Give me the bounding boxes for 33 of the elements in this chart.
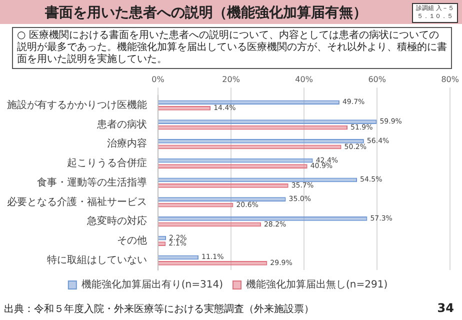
y-tick-label: 食事・運動等の生活指導 (37, 176, 147, 188)
text: 34 (437, 301, 454, 315)
y-tick-label: 急変時の対応 (86, 215, 147, 228)
text: ○ 医療機関における書面を用いた患者への説明について、内容としては患者の病状についての説明が最多であった。機能強化加算を届出している医療機関の方が、それ以外より、積極的に書面を用いた説明を実施していた。 (12, 27, 452, 69)
y-tick-label: 起こりうる合併症 (67, 157, 147, 170)
x-tick-label: 0% (152, 74, 165, 84)
bar (158, 178, 357, 182)
x-tick-label: 80% (441, 74, 460, 84)
x-tick-label: 20% (222, 74, 240, 84)
y-tick-label: 必要となる介護・福祉サービス (7, 196, 147, 208)
legend-label: 機能強化加算届出有り(n=314) (81, 278, 224, 291)
source-note: 出典：令和５年度入院・外来医療等における実態調査（外来施設票） (4, 302, 314, 316)
bar (158, 255, 199, 260)
x-tick-label: 60% (368, 74, 386, 84)
bar (158, 202, 234, 208)
y-tick-label: 治療内容 (107, 138, 147, 150)
bar (158, 164, 308, 169)
bar (158, 261, 268, 266)
y-tick-label: 特に取組はしていない (47, 254, 147, 266)
bar (158, 125, 348, 130)
chart-title: 書面を用いた患者への説明（機能強化加算届有無） (44, 4, 368, 22)
bar (158, 216, 368, 221)
y-tick-label: 施設が有するかかりつけ医機能 (7, 98, 147, 111)
x-tick-label: 40% (295, 74, 314, 84)
bar (158, 106, 211, 110)
bar (158, 184, 288, 188)
bar (158, 100, 340, 105)
y-tick-label: 患者の病状 (96, 118, 147, 130)
y-tick-label: その他 (117, 234, 147, 247)
bar (158, 120, 377, 124)
bar (158, 197, 286, 202)
bar (158, 138, 364, 144)
legend-label: 機能強化加算届出無し(n=291) (246, 278, 388, 291)
